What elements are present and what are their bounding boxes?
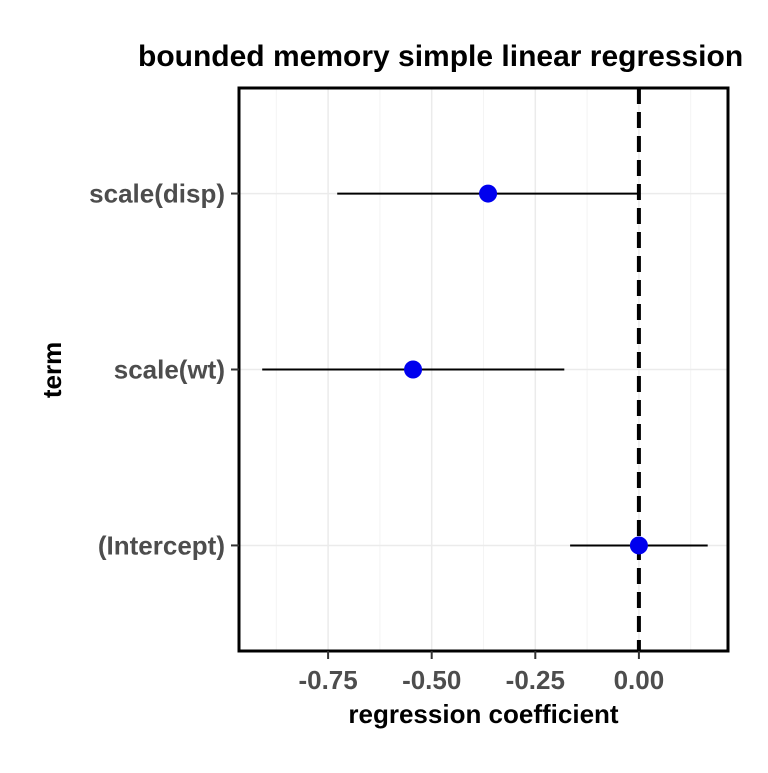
x-tick-label: 0.00 bbox=[614, 665, 665, 695]
estimate-point bbox=[479, 184, 498, 203]
x-tick-label: -0.50 bbox=[402, 665, 461, 695]
y-axis-label: term bbox=[37, 342, 67, 398]
estimate-points bbox=[404, 184, 648, 555]
x-tick-label: -0.25 bbox=[506, 665, 565, 695]
x-axis-label: regression coefficient bbox=[348, 699, 619, 729]
y-tick-label: scale(wt) bbox=[114, 355, 225, 385]
chart-title: bounded memory simple linear regression bbox=[138, 40, 743, 73]
y-tick-label: scale(disp) bbox=[89, 179, 225, 209]
y-axis: (Intercept) scale(wt) scale(disp) bbox=[89, 179, 239, 560]
x-axis: -0.75 -0.50 -0.25 0.00 bbox=[298, 651, 664, 695]
x-tick-label: -0.75 bbox=[298, 665, 357, 695]
estimate-point bbox=[629, 536, 648, 555]
estimate-point bbox=[404, 360, 423, 379]
y-tick-label: (Intercept) bbox=[98, 530, 225, 560]
